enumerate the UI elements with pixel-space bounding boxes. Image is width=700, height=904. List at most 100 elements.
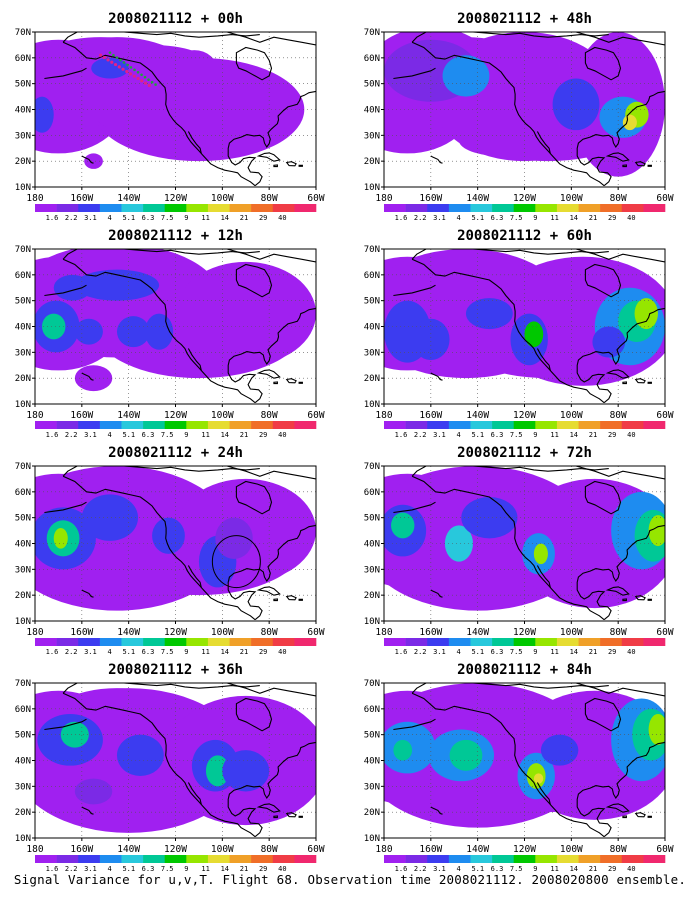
- variance-contour: [95, 99, 153, 131]
- lon-label: 180: [375, 410, 392, 421]
- colorbar-swatch: [272, 421, 295, 429]
- variance-field: [35, 683, 316, 838]
- colorbar-swatch: [492, 855, 514, 863]
- variance-contour: [53, 528, 68, 549]
- coastline: [298, 815, 303, 818]
- lon-label: 180: [26, 193, 43, 204]
- coastline: [622, 815, 627, 819]
- colorbar-label: 11: [550, 865, 558, 873]
- lon-label: 100W: [560, 627, 583, 638]
- coastline: [273, 164, 278, 168]
- variance-contour: [648, 515, 665, 547]
- variance-contour: [60, 721, 89, 748]
- coastline: [576, 524, 665, 621]
- coastline: [536, 565, 551, 588]
- lat-label: 10N: [15, 400, 31, 410]
- lat-label: 60N: [364, 488, 380, 498]
- panel-title: 2008021112 + 48h: [457, 11, 592, 27]
- lat-label: 40N: [364, 106, 380, 116]
- colorbar-swatch: [294, 204, 317, 212]
- variance-contour: [175, 261, 316, 366]
- observation-dot: [143, 75, 147, 79]
- coastline: [273, 381, 278, 385]
- colorbar-label: 1.6: [395, 214, 408, 222]
- lat-label: 50N: [15, 297, 31, 307]
- colorbar-swatch: [99, 204, 122, 212]
- lon-label: 60W: [307, 844, 324, 855]
- map-panel: 2008021112 + 36h 70N 60N 50N 40N 30N 20N 10N180…: [15, 662, 325, 873]
- colorbar-label: 14: [570, 431, 578, 439]
- observation-dot: [102, 55, 106, 60]
- colorbar-label: 21: [240, 431, 248, 439]
- colorbar-swatch: [207, 421, 230, 429]
- lon-label: 120W: [513, 844, 536, 855]
- lon-label: 100W: [560, 410, 583, 421]
- colorbar-swatch: [143, 855, 165, 863]
- map-panel: 2008021112 + 24h 70N 60N 50N 40N 30N 20N 10N180…: [15, 445, 325, 656]
- colorbar-label: 40: [278, 214, 286, 222]
- lat-label: 40N: [15, 757, 31, 767]
- map-panel: 2008021112 + 00h 70N 60N 50N 40N 30N 20N 10N180…: [15, 11, 325, 222]
- colorbar-label: 7.5: [161, 865, 174, 873]
- observation-dot: [108, 51, 112, 54]
- lon-label: 100W: [211, 410, 234, 421]
- colorbar-swatch: [78, 204, 101, 212]
- coastline: [62, 692, 256, 838]
- lon-label: 140W: [117, 193, 140, 204]
- lat-label: 20N: [15, 374, 31, 384]
- coastline: [393, 67, 436, 80]
- colorbar-label: 5.1: [122, 865, 135, 873]
- colorbar-label: 2.2: [414, 648, 427, 656]
- colorbar-swatch: [272, 204, 295, 212]
- variance-contour: [74, 318, 103, 345]
- colorbar-label: 4: [456, 865, 460, 873]
- colorbar-swatch: [384, 855, 406, 863]
- coastline: [411, 466, 609, 477]
- colorbar-swatch: [56, 855, 79, 863]
- colorbar-label: 29: [259, 214, 267, 222]
- lat-label: 10N: [364, 183, 380, 193]
- colorbar-label: 11: [201, 214, 209, 222]
- variance-contour: [442, 55, 490, 97]
- lon-label: 100W: [211, 844, 234, 855]
- colorbar-label: 7.5: [161, 431, 174, 439]
- coastline: [634, 378, 646, 384]
- coastline: [575, 466, 665, 480]
- colorbar-swatch: [35, 855, 57, 863]
- colorbar-swatch: [535, 421, 558, 429]
- colorbar-swatch: [143, 421, 165, 429]
- observation-dot: [119, 58, 122, 62]
- colorbar-swatch: [186, 638, 209, 646]
- lat-label: 70N: [364, 245, 380, 255]
- colorbar-swatch: [294, 421, 317, 429]
- target-circle: [211, 535, 261, 589]
- colorbar-label: 4: [107, 648, 111, 656]
- lat-label: 10N: [15, 617, 31, 627]
- lat-label: 20N: [364, 591, 380, 601]
- panel-title: 2008021112 + 12h: [108, 228, 243, 244]
- lon-label: 160W: [70, 410, 93, 421]
- lat-label: 70N: [15, 28, 31, 38]
- variance-contour: [540, 734, 579, 766]
- colorbar-label: 29: [608, 431, 616, 439]
- lon-label: 80W: [610, 627, 627, 638]
- coastline: [298, 598, 303, 601]
- coastlines: [44, 466, 316, 621]
- lon-label: 160W: [70, 627, 93, 638]
- variance-contour: [524, 321, 544, 348]
- lat-label: 20N: [364, 808, 380, 818]
- lon-label: 160W: [419, 410, 442, 421]
- colorbar-swatch: [229, 421, 252, 429]
- colorbar-swatch: [513, 204, 536, 212]
- colorbar-label: 4: [107, 214, 111, 222]
- coastline: [430, 155, 443, 164]
- colorbar-swatch: [405, 421, 428, 429]
- lat-label: 10N: [364, 617, 380, 627]
- colorbar-label: 14: [221, 431, 229, 439]
- coastline: [235, 263, 273, 298]
- colorbar-swatch: [229, 204, 252, 212]
- colorbar-swatch: [384, 204, 406, 212]
- coastline: [411, 41, 605, 187]
- colorbar-swatch: [535, 204, 558, 212]
